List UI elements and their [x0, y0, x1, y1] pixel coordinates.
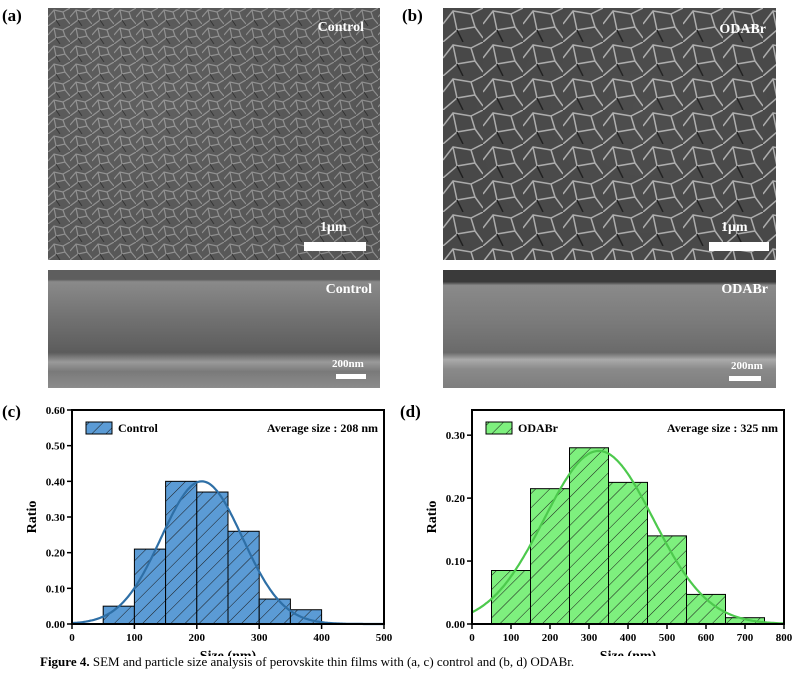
sem-image-control-top: Control 1μm [48, 8, 380, 260]
caption-text: SEM and particle size analysis of perovs… [89, 654, 575, 669]
x-tick-label: 800 [776, 632, 793, 644]
scale-label: 1μm [320, 220, 347, 235]
x-tick-label: 500 [376, 632, 393, 644]
panel-label-a: (a) [2, 6, 22, 25]
gaussian-fit-line [471, 449, 785, 625]
x-axis-label: Size (nm) [600, 649, 657, 656]
caption-prefix: Figure 4. [40, 654, 90, 669]
x-tick-label: 100 [126, 632, 143, 644]
x-tick-label: 300 [251, 632, 268, 644]
x-tick-label: 700 [737, 632, 754, 644]
scale-label: 200nm [731, 360, 763, 372]
y-tick-label: 0.10 [46, 583, 66, 595]
histogram-bar [258, 598, 291, 625]
y-tick-label: 0.40 [46, 476, 66, 488]
sem-image-control-cross-section: Control 200nm [48, 270, 380, 388]
y-tick-label: 0.00 [446, 619, 466, 631]
grain-texture [443, 8, 776, 260]
panel-label-b: (b) [402, 6, 423, 25]
x-tick-label: 100 [503, 632, 520, 644]
histogram-control: 0 100 200 300 400 500 0.00 0.10 0.20 0.30 0.40 0.50… [25, 405, 393, 656]
sample-label: ODABr [719, 22, 766, 37]
panel-label-d: (d) [400, 402, 421, 421]
sample-label: ODABr [721, 282, 768, 297]
legend-label: Control [118, 421, 158, 435]
y-tick-label: 0.20 [46, 548, 66, 560]
x-tick-label: 0 [69, 632, 75, 644]
sem-image-odabr-top: ODABr 1μm [443, 8, 776, 260]
y-tick-label: 0.50 [46, 441, 66, 453]
histogram-bar [608, 481, 648, 625]
x-tick-label: 200 [189, 632, 206, 644]
histogram-bar [196, 491, 229, 625]
y-tick-label: 0.60 [46, 405, 66, 417]
x-tick-label: 600 [698, 632, 715, 644]
legend-label: ODABr [518, 421, 559, 435]
y-tick-label: 0.30 [446, 430, 466, 442]
histogram-odabr: 0 100 200 300 400 500 600 700 800 0.00 0.10 0.20 0.3… [425, 409, 793, 656]
x-tick-label: 500 [659, 632, 676, 644]
x-tick-label: 0 [469, 632, 475, 644]
scale-bar [304, 242, 366, 251]
histogram-bar [165, 480, 198, 625]
scale-bar [729, 376, 761, 381]
y-tick-label: 0.20 [446, 493, 466, 505]
scale-label: 200nm [332, 358, 364, 370]
x-tick-label: 200 [542, 632, 559, 644]
figure-caption: Figure 4. SEM and particle size analysis… [40, 654, 574, 670]
x-tick-label: 300 [581, 632, 598, 644]
y-axis-label: Ratio [425, 501, 440, 534]
histogram-bar [491, 570, 531, 625]
histogram-bar [647, 535, 687, 625]
panel-label-c: (c) [2, 402, 21, 421]
y-tick-label: 0.00 [46, 619, 66, 631]
grain-texture [48, 8, 380, 260]
x-tick-label: 400 [313, 632, 330, 644]
histogram-bar [569, 447, 609, 625]
scale-bar [709, 242, 769, 251]
x-tick-label: 400 [620, 632, 637, 644]
histogram-bar [227, 530, 260, 625]
x-axis-label: Size (nm) [200, 649, 257, 656]
y-tick-label: 0.10 [446, 556, 466, 568]
average-size-annotation: Average size : 325 nm [667, 421, 778, 435]
y-tick-label: 0.30 [46, 512, 66, 524]
sample-label: Control [317, 20, 364, 35]
y-axis-label: Ratio [25, 501, 40, 534]
scale-bar [336, 374, 366, 379]
sample-label: Control [325, 282, 372, 297]
legend-swatch [85, 421, 113, 435]
average-size-annotation: Average size : 208 nm [267, 421, 378, 435]
sem-image-odabr-cross-section: ODABr 200nm [443, 270, 776, 388]
scale-label: 1μm [721, 220, 748, 235]
legend-swatch [485, 421, 513, 435]
